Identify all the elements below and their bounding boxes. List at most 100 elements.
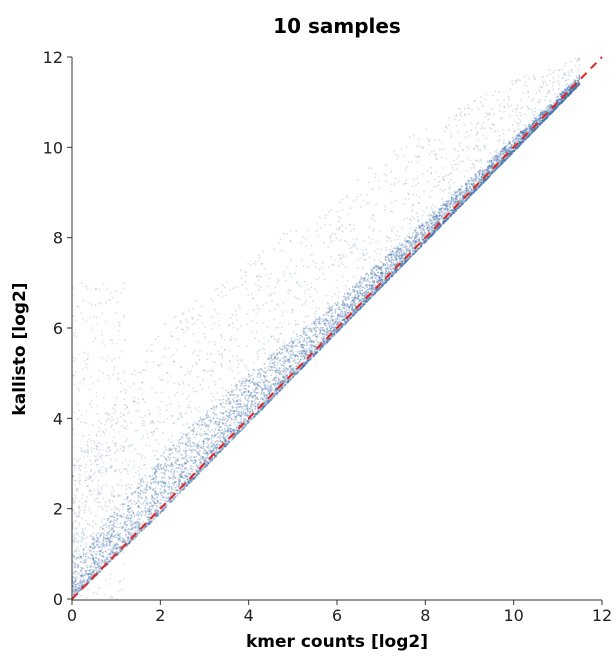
scatter-point (224, 440, 227, 443)
scatter-point (332, 332, 335, 335)
scatter-point (210, 421, 213, 424)
scatter-point (535, 127, 538, 130)
scatter-point (284, 355, 287, 358)
scatter-point (369, 277, 372, 280)
scatter-point (143, 527, 146, 530)
scatter-point (247, 410, 249, 413)
scatter-point (449, 214, 452, 217)
scatter-point (470, 179, 473, 182)
scatter-point (540, 113, 542, 116)
scatter-point (159, 491, 162, 494)
scatter-point (516, 146, 519, 149)
scatter-point (186, 484, 189, 487)
scatter-point (217, 429, 220, 431)
scatter-point (369, 297, 372, 300)
scatter-point (113, 522, 116, 524)
scatter-point (73, 588, 76, 591)
scatter-point (450, 202, 452, 204)
scatter-point (164, 462, 167, 465)
scatter-point (121, 503, 124, 505)
scatter-point (113, 536, 116, 539)
scatter-point (546, 116, 549, 119)
scatter-point (274, 382, 277, 385)
scatter-point (307, 353, 310, 356)
scatter-point (90, 568, 92, 571)
scatter-point (205, 417, 208, 420)
scatter-point (251, 403, 253, 405)
scatter-point (169, 477, 172, 479)
scatter-point (458, 206, 461, 208)
scatter-point (323, 339, 326, 342)
scatter-point (154, 478, 157, 480)
scatter-point (433, 216, 436, 218)
scatter-point (432, 214, 435, 217)
scatter-point (562, 97, 565, 100)
scatter-point (163, 492, 166, 494)
scatter-point (388, 265, 391, 268)
scatter-point (134, 491, 137, 494)
scatter-point (116, 517, 119, 520)
scatter-point (270, 383, 273, 385)
scatter-point (77, 573, 80, 575)
scatter-point (201, 456, 204, 459)
scatter-point (491, 163, 493, 165)
scatter-point (345, 297, 347, 299)
scatter-point (415, 234, 418, 237)
scatter-point (141, 523, 143, 526)
scatter-point (95, 556, 97, 559)
scatter-point (366, 272, 368, 275)
scatter-point (255, 388, 257, 390)
scatter-point (109, 560, 111, 563)
scatter-point (406, 250, 408, 253)
scatter-point (256, 398, 259, 401)
scatter-point (406, 235, 409, 238)
scatter-point (489, 167, 492, 170)
scatter-point (103, 534, 105, 536)
scatter-point (203, 438, 206, 440)
scatter-point (198, 459, 201, 461)
scatter-point (202, 418, 205, 421)
scatter-point (195, 455, 198, 458)
scatter-point (243, 408, 245, 411)
scatter-point (144, 513, 147, 516)
scatter-point (282, 345, 284, 348)
scatter-point (394, 263, 397, 265)
scatter-point (131, 510, 133, 512)
scatter-point (152, 506, 154, 509)
scatter-point (80, 585, 83, 588)
scatter-point (445, 200, 447, 203)
scatter-point (395, 268, 398, 271)
scatter-point (334, 326, 336, 329)
scatter-point (155, 515, 158, 517)
scatter-point (209, 450, 212, 453)
scatter-point (402, 260, 404, 263)
scatter-point (280, 348, 283, 351)
scatter-point (534, 127, 536, 130)
scatter-point (149, 481, 152, 484)
scatter-point (189, 439, 191, 442)
scatter-point (430, 214, 433, 217)
scatter-point (129, 541, 131, 543)
scatter-point (374, 276, 377, 279)
scatter-point (321, 317, 323, 320)
scatter-point (176, 451, 179, 453)
scatter-point (233, 394, 235, 397)
scatter-point (435, 215, 438, 218)
scatter-point (247, 389, 250, 392)
scatter-point (449, 206, 452, 209)
scatter-point (369, 297, 372, 299)
scatter-point (257, 368, 260, 371)
scatter-point (118, 526, 120, 529)
scatter-point (443, 212, 446, 215)
scatter-point (445, 212, 448, 215)
scatter-point (177, 466, 180, 469)
scatter-point (122, 538, 125, 540)
scatter-point (419, 241, 422, 243)
scatter-point (428, 224, 430, 227)
scatter-point (101, 546, 103, 549)
scatter-point (215, 423, 218, 426)
scatter-point (390, 268, 393, 270)
scatter-point (338, 329, 340, 332)
scatter-point (561, 100, 564, 102)
scatter-point (189, 442, 192, 444)
